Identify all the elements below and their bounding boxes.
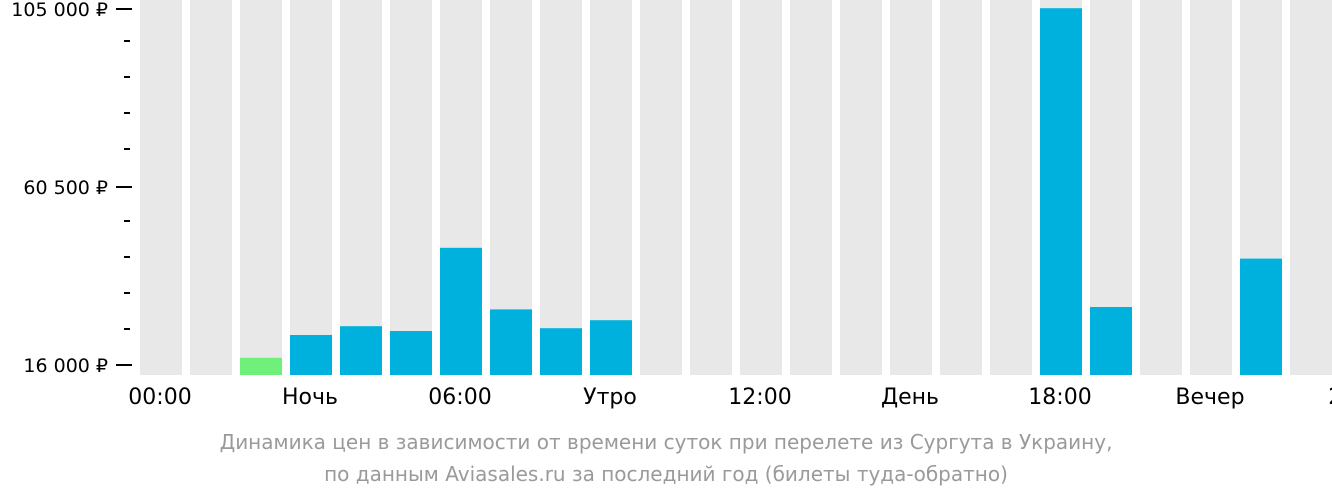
price-bar-18:00 [1040, 8, 1082, 375]
hour-column-17:00 [990, 0, 1032, 375]
y-tick-label: 105 000 ₽ [11, 0, 108, 21]
hour-column-12:00 [740, 0, 782, 375]
x-tick-label: Вечер [1175, 385, 1244, 410]
hour-column-04:00 [340, 0, 382, 375]
x-tick-label: 00:00 [128, 385, 191, 410]
price-bar-03:00 [290, 335, 332, 375]
chart-caption-line-1: Динамика цен в зависимости от времени су… [219, 430, 1113, 454]
hour-column-09:00 [590, 0, 632, 375]
x-tick-label: Утро [583, 385, 637, 410]
hour-column-13:00 [790, 0, 832, 375]
hour-column-08:00 [540, 0, 582, 375]
x-tick-label: 24:00 [1328, 385, 1332, 410]
price-bar-19:00 [1090, 307, 1132, 375]
chart-caption-line-2: по данным Aviasales.ru за последний год … [324, 462, 1008, 486]
y-tick-label: 60 500 ₽ [23, 177, 108, 199]
price-by-hour-chart: 105 000 ₽ 60 500 ₽ 16 000 ₽ 00:00 Ночь 06:00… [11, 0, 1332, 410]
price-bar-07:00 [490, 309, 532, 375]
price-bar-05:00 [390, 331, 432, 375]
hour-column-11:00 [690, 0, 732, 375]
hour-column-00:00 [140, 0, 182, 375]
price-bar-22:00 [1240, 258, 1282, 375]
x-tick-label: Ночь [282, 385, 338, 410]
background-columns [140, 0, 1332, 375]
hour-column-03:00 [290, 0, 332, 375]
hour-column-01:00 [190, 0, 232, 375]
hour-column-02:00 [240, 0, 282, 375]
price-bar-09:00 [590, 320, 632, 375]
hour-column-23:00 [1290, 0, 1332, 375]
price-bar-08:00 [540, 328, 582, 375]
x-tick-label: 12:00 [728, 385, 791, 410]
hour-column-16:00 [940, 0, 982, 375]
data-bars [240, 8, 1282, 375]
price-bar-02:00 [240, 357, 282, 375]
y-axis: 105 000 ₽ 60 500 ₽ 16 000 ₽ [11, 0, 132, 377]
hour-column-21:00 [1190, 0, 1232, 375]
x-tick-label: 06:00 [428, 385, 491, 410]
x-axis: 00:00 Ночь 06:00 Утро 12:00 День 18:00 Вечер 24:… [128, 385, 1332, 410]
price-bar-04:00 [340, 326, 382, 375]
price-bar-06:00 [440, 247, 482, 375]
x-tick-label: День [881, 385, 939, 410]
hour-column-05:00 [390, 0, 432, 375]
hour-column-14:00 [840, 0, 882, 375]
y-tick-label: 16 000 ₽ [23, 355, 108, 377]
hour-column-15:00 [890, 0, 932, 375]
hour-column-20:00 [1140, 0, 1182, 375]
x-tick-label: 18:00 [1028, 385, 1091, 410]
hour-column-10:00 [640, 0, 682, 375]
